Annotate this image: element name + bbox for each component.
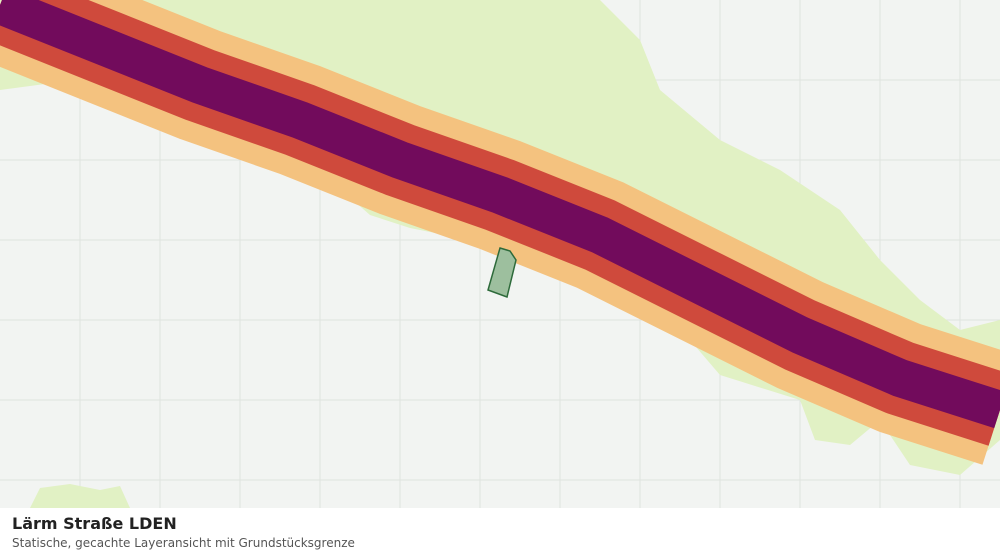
noise-zone-very-high — [0, 0, 1000, 429]
map — [0, 0, 1000, 508]
layer-subtitle: Statische, gecachte Layeransicht mit Gru… — [12, 536, 355, 550]
noise-zone-low — [30, 484, 130, 508]
caption: Lärm Straße LDEN Statische, gecachte Lay… — [0, 508, 1000, 560]
parcel-boundary — [487, 247, 517, 298]
layer-title: Lärm Straße LDEN — [12, 514, 177, 533]
